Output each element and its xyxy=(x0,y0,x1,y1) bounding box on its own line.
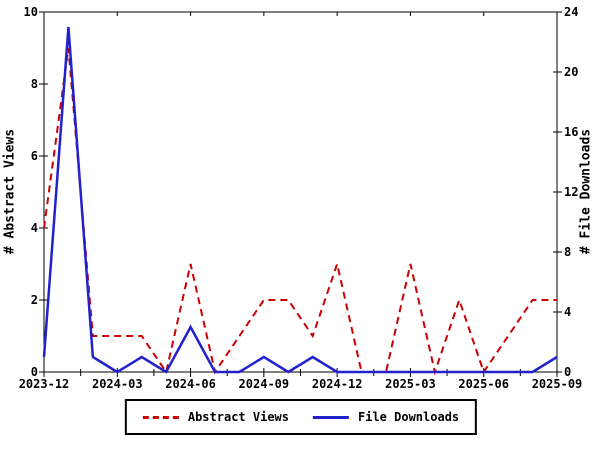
x-axis-tick-label: 2025-06 xyxy=(458,377,509,391)
legend-item-abstract-views: Abstract Views xyxy=(142,410,289,424)
x-axis-tick-label: 2024-09 xyxy=(238,377,290,391)
left-axis-tick-label: 2 xyxy=(30,293,38,307)
legend-label-file-downloads: File Downloads xyxy=(358,410,460,424)
left-axis-tick-label: 4 xyxy=(30,221,38,235)
right-axis-tick-label: 0 xyxy=(564,365,572,379)
legend-item-file-downloads: File Downloads xyxy=(313,410,459,424)
legend-box: Abstract Views File Downloads xyxy=(124,399,478,435)
x-axis-tick-label: 2024-06 xyxy=(165,377,216,391)
right-axis-tick-label: 24 xyxy=(564,5,579,19)
left-axis-title: # Abstract Views xyxy=(2,128,18,255)
right-axis-tick-label: 8 xyxy=(564,245,572,259)
dashed-line-sample-icon xyxy=(142,415,179,419)
x-axis-tick-label: 2024-12 xyxy=(311,377,363,391)
right-axis-tick-label: 20 xyxy=(564,65,579,79)
series-line-file-downloads xyxy=(42,26,558,374)
legend-label-abstract-views: Abstract Views xyxy=(187,410,289,424)
solid-line-sample-icon xyxy=(313,415,349,419)
x-axis-tick-label: 2023-12 xyxy=(18,377,70,391)
x-axis-tick-label: 2025-09 xyxy=(531,377,583,391)
left-axis-tick-label: 8 xyxy=(30,77,38,91)
x-axis-tick-label: 2024-03 xyxy=(91,377,143,391)
right-axis-title: # File Downloads xyxy=(578,128,594,255)
series-line-abstract-views xyxy=(43,47,557,376)
x-axis-tick-label: 2025-03 xyxy=(385,377,436,391)
left-axis-tick-label: 6 xyxy=(30,149,38,163)
left-axis-tick-label: 0 xyxy=(30,365,38,379)
right-axis-tick-label: 16 xyxy=(564,125,579,139)
left-axis-tick-label: 10 xyxy=(23,5,38,19)
right-axis-tick-label: 4 xyxy=(564,305,572,319)
right-axis-tick-label: 12 xyxy=(564,185,579,199)
